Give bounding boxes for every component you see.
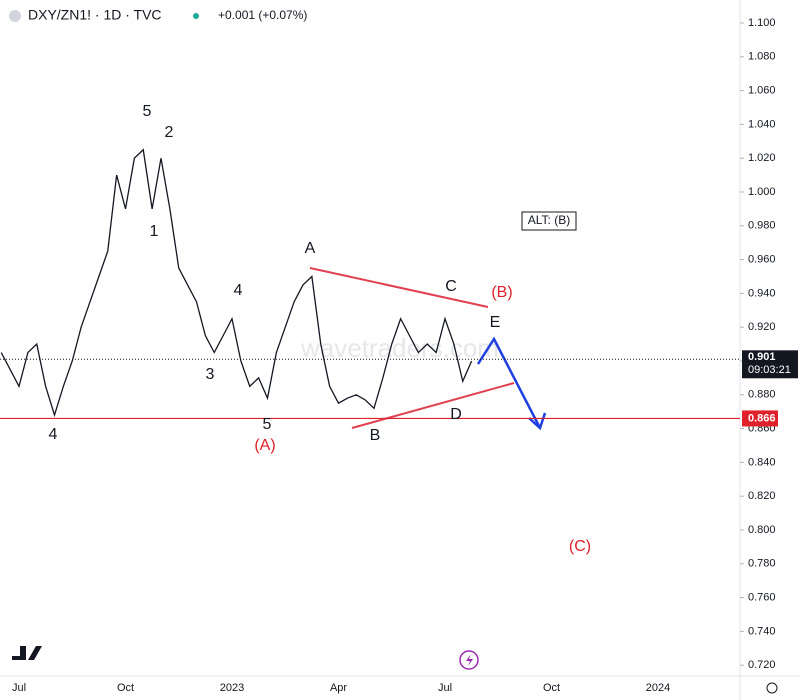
wave-label: E [490,314,501,331]
x-tick-label: Jul [438,682,452,694]
x-tick-label: 2024 [646,682,670,694]
symbol-icon [9,10,21,22]
wave-label: 4 [234,282,243,299]
y-tick-label: 1.000 [748,186,776,198]
y-tick-label: 0.840 [748,456,776,468]
wave-label: D [450,406,462,423]
wave-label: 5 [143,103,152,120]
y-tick-label: 0.720 [748,659,776,671]
wave-label: 4 [49,426,58,443]
wave-label: 5 [263,416,272,433]
flash-bolt [466,654,473,666]
wave-label: C [445,278,457,295]
y-tick-label: 1.020 [748,152,776,164]
price-line [0,148,473,418]
support-tag [742,410,778,427]
wave-label: 3 [206,366,215,383]
y-tick-label: 1.060 [748,84,776,96]
note: ALT: (B) [528,213,570,227]
projection-arrow [476,336,542,429]
note-box [521,211,577,231]
change: +0.001 (+0.07%) [218,8,307,22]
y-tick-label: 0.880 [748,389,776,401]
x-tick-label: Oct [117,682,134,694]
last-price-label: 0.901 [748,351,776,363]
wave-label: B [370,427,381,444]
drawings [309,267,547,431]
market-status [193,13,199,19]
x-tick-label: 2023 [220,682,244,694]
y-tick-label: 1.080 [748,51,776,63]
support-label: 0.866 [748,412,776,424]
wave-label: 1 [150,223,159,240]
y-tick-label: 0.820 [748,490,776,502]
wave-label: (C) [569,538,591,555]
y-tick-label: 0.940 [748,287,776,299]
y-tick-label: 0.920 [748,321,776,333]
y-tick-label: 0.780 [748,558,776,570]
wave-label: 2 [165,124,174,141]
trendline [309,267,489,308]
x-tick-label: Oct [543,682,560,694]
y-tick-label: 1.100 [748,17,776,29]
logo [12,646,42,660]
x-tick-label: Apr [330,682,347,694]
x-tick-label: Jul [12,682,26,694]
y-tick-label: 0.980 [748,220,776,232]
flash-icon [459,650,479,670]
y-tick-label: 0.800 [748,524,776,536]
countdown: 09:03:21 [748,364,791,376]
y-tick-label: 0.760 [748,591,776,603]
wave-label: A [305,240,316,257]
chart-title: DXY/ZN1! · 1D · TVC [28,7,162,23]
y-tick-label: 0.740 [748,625,776,637]
settings-icon [766,682,778,694]
last-price-tag [742,350,798,379]
y-tick-label: 0.960 [748,253,776,265]
watermark: wavetraders.com [300,333,499,363]
wave-label: (B) [491,284,512,301]
y-tick-label: 1.040 [748,118,776,130]
trendline [351,382,515,429]
wave-label: (A) [254,437,275,454]
